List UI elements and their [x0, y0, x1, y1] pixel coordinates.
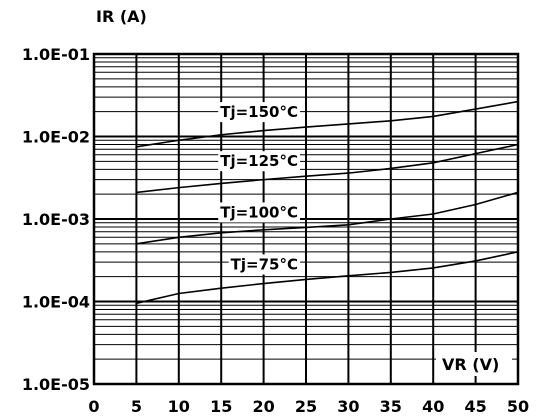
grid — [93, 54, 519, 385]
y-axis-title: IR (A) — [96, 7, 147, 26]
x-tick-label: 35 — [380, 397, 402, 416]
series-label-text: Tj=100°C — [220, 203, 298, 221]
series-label: Tj=75°C — [228, 254, 300, 275]
series-line — [136, 191, 519, 245]
x-tick-label: 40 — [422, 397, 444, 416]
series-label-background — [228, 254, 300, 275]
series-label-text: Tj=75°C — [231, 255, 298, 273]
x-tick-label: 20 — [252, 397, 274, 416]
x-axis-title-group: VR (V) — [436, 352, 512, 376]
series-labels: Tj=150°C Tj=125°C Tj=100°C Tj=75°C — [218, 102, 300, 275]
series-label-text: Tj=150°C — [220, 103, 298, 121]
series-lines — [136, 100, 519, 305]
series-label-text: Tj=125°C — [220, 152, 298, 170]
series-line — [136, 251, 519, 305]
series-label-background — [218, 202, 300, 223]
series-label: Tj=125°C — [218, 151, 300, 172]
x-tick-label: 15 — [210, 397, 232, 416]
series-label: Tj=100°C — [218, 202, 300, 223]
x-axis-title-background — [436, 352, 512, 376]
x-tick-label: 30 — [337, 397, 359, 416]
series-line — [136, 100, 519, 148]
x-tick-label: 50 — [507, 397, 529, 416]
series-label-background — [218, 102, 300, 123]
y-tick-label: 1.0E-01 — [22, 45, 90, 64]
x-tick-label: 0 — [88, 397, 99, 416]
y-tick-label: 1.0E-04 — [22, 293, 90, 312]
x-tick-label: 10 — [168, 397, 190, 416]
y-tick-label: 1.0E-02 — [22, 128, 90, 147]
y-tick-label: 1.0E-03 — [22, 210, 90, 229]
x-axis-title: VR (V) — [442, 355, 499, 374]
tick-labels: 0 5 10 15 20 25 30 35 40 45 50 1.0E-05 1.0E-04 1.0E-0… — [22, 45, 529, 416]
x-tick-label: 45 — [464, 397, 486, 416]
series-label: Tj=150°C — [218, 102, 300, 123]
series-label-background — [218, 151, 300, 172]
plot-frame — [92, 52, 520, 386]
series-line — [136, 143, 519, 194]
y-tick-label: 1.0E-05 — [22, 375, 90, 394]
x-tick-label: 5 — [131, 397, 142, 416]
x-tick-label: 25 — [295, 397, 317, 416]
